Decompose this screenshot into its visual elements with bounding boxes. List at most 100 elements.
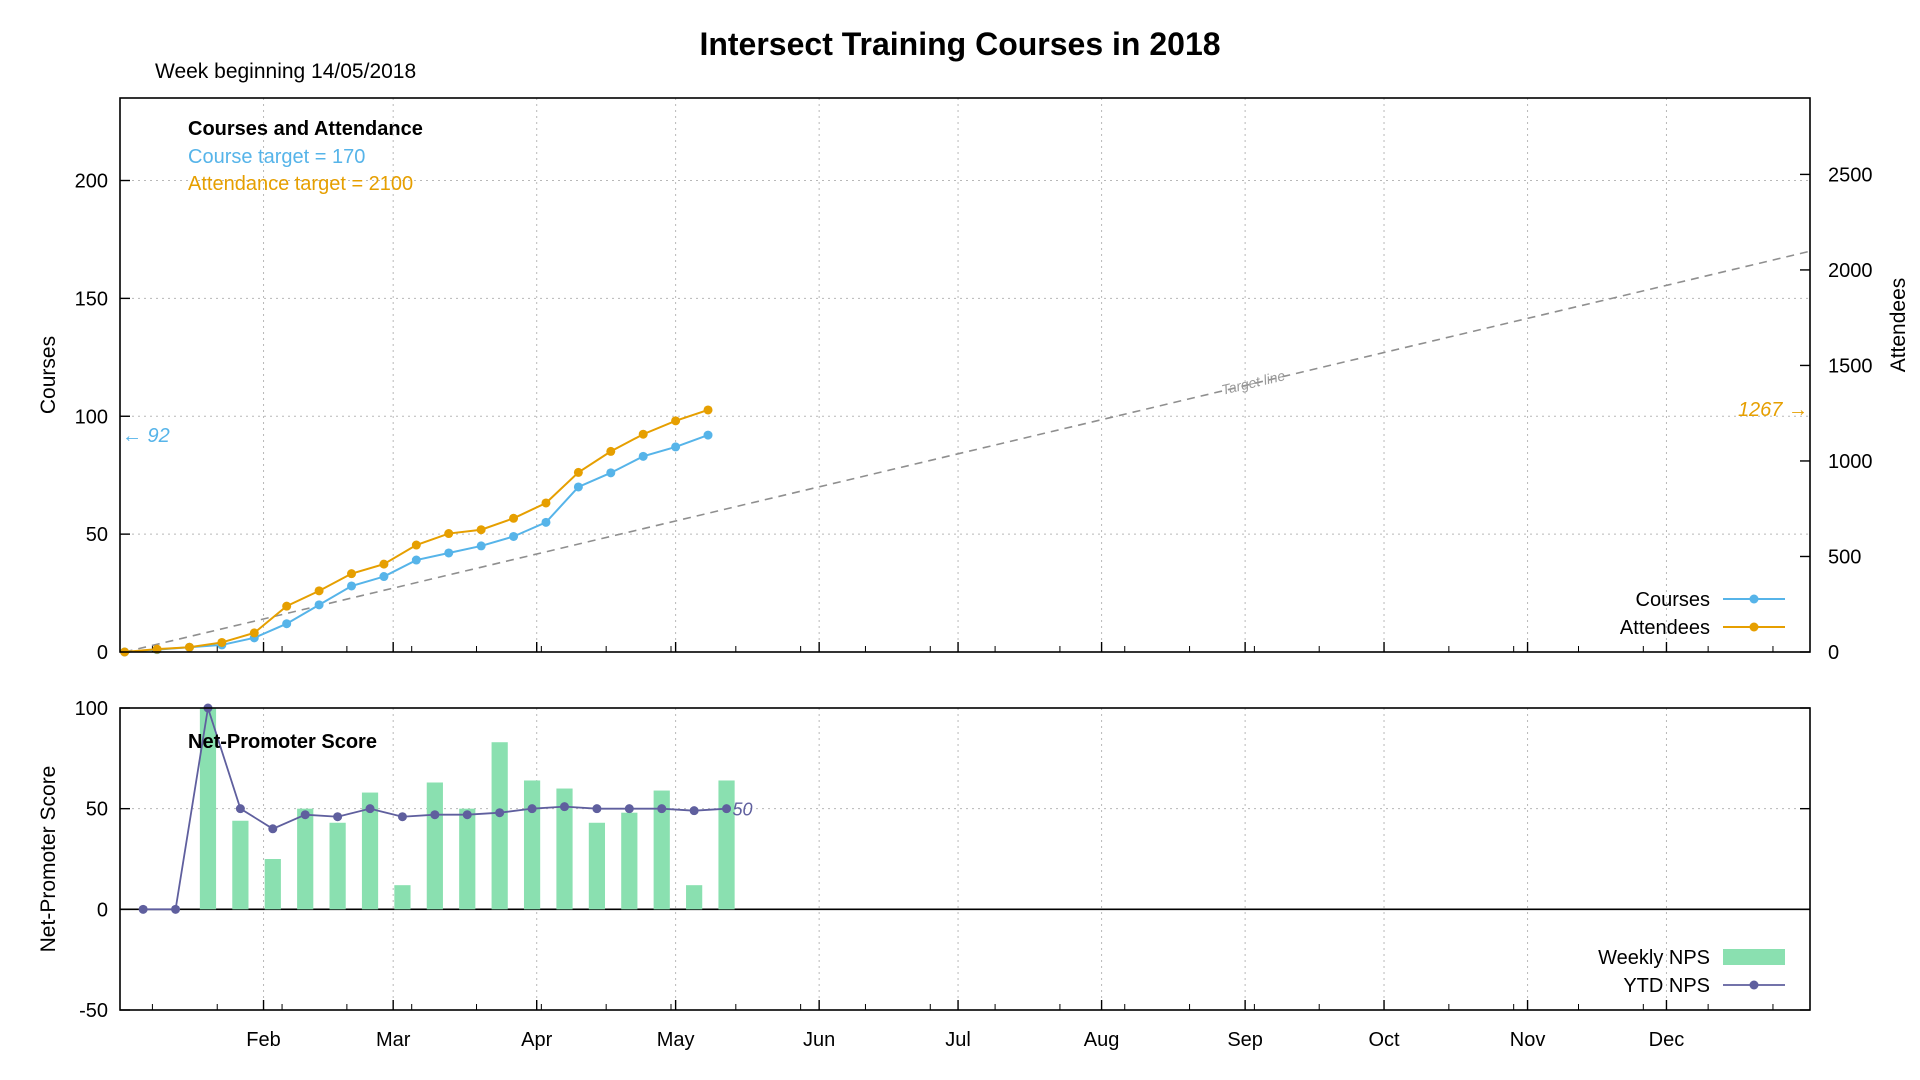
weekly-nps-bar <box>556 788 573 910</box>
weekly-nps-bar <box>653 790 670 910</box>
right-ytick-label: 500 <box>1828 546 1861 568</box>
point-courses <box>411 555 421 565</box>
ytd-nps-point <box>235 804 245 814</box>
target-line <box>124 250 1811 653</box>
point-attendees <box>703 405 713 415</box>
weekly-nps-bar <box>459 808 476 910</box>
month-label: Dec <box>1649 1029 1685 1051</box>
chart-title: Intersect Training Courses in 2018 <box>699 26 1220 62</box>
bottom-plot-frame <box>119 707 1811 1011</box>
point-attendees <box>347 569 357 579</box>
point-courses <box>347 581 357 591</box>
point-attendees <box>476 525 486 535</box>
point-courses <box>671 442 681 452</box>
month-label: Feb <box>246 1029 280 1051</box>
courses-end-annotation: ← 92 <box>122 425 170 447</box>
left-axis-label: Courses <box>37 336 60 414</box>
target-line-label: Target line <box>1220 367 1287 398</box>
top-plot-frame <box>119 97 1811 653</box>
month-label: Nov <box>1510 1029 1546 1051</box>
point-attendees <box>444 529 454 539</box>
weekly-nps-bar <box>426 782 443 910</box>
right-ytick-label: 0 <box>1828 642 1839 664</box>
legend-label-weekly-nps: Weekly NPS <box>1598 947 1710 969</box>
nps-ytick-label: 0 <box>97 899 108 921</box>
right-axis-label: Attendees <box>1887 278 1910 373</box>
month-label: Jun <box>803 1029 835 1051</box>
attendance-target-note: Attendance target = 2100 <box>188 173 413 195</box>
nps-panel-heading: Net-Promoter Score <box>188 731 377 753</box>
ytd-nps-point <box>268 824 278 834</box>
point-courses <box>476 541 486 551</box>
weekly-nps-bar <box>491 742 508 910</box>
weekly-nps-bar <box>297 808 314 910</box>
ytd-nps-point <box>657 804 667 814</box>
right-ytick-label: 1500 <box>1828 355 1873 377</box>
weekly-nps-bar <box>199 708 217 910</box>
ytd-nps-annotation: 50 <box>733 800 753 820</box>
point-attendees <box>184 642 194 652</box>
point-attendees <box>573 467 583 477</box>
point-courses <box>444 548 454 558</box>
ytd-nps-point <box>495 808 505 818</box>
series-line-attendees <box>124 409 709 653</box>
left-ytick-label: 150 <box>75 288 108 310</box>
month-label: Apr <box>521 1029 552 1051</box>
month-label: Sep <box>1227 1029 1263 1051</box>
right-ytick-label: 2000 <box>1828 260 1873 282</box>
ytd-nps-point <box>333 812 343 822</box>
nps-panel: -50 0 50 100 50 Feb Mar Apr May Jun Jul Aug Sep Oct No… <box>37 698 1811 1051</box>
point-courses <box>509 531 519 541</box>
month-label: Mar <box>376 1029 411 1051</box>
nps-ytick-label: -50 <box>79 1000 108 1022</box>
legend-marker-courses <box>1749 594 1759 604</box>
left-ytick-label: 100 <box>75 406 108 428</box>
chart-subtitle: Week beginning 14/05/2018 <box>155 60 416 83</box>
ytd-nps-point <box>624 804 634 814</box>
nps-ytick-label: 50 <box>86 799 108 821</box>
legend-swatch-weekly-nps <box>1723 949 1785 965</box>
point-attendees <box>282 601 292 611</box>
weekly-nps-bar <box>329 822 346 910</box>
point-courses <box>606 468 616 478</box>
weekly-nps-bar <box>686 885 703 910</box>
ytd-nps-point <box>722 804 732 814</box>
weekly-nps-bar <box>588 822 606 910</box>
weekly-nps-bar <box>264 859 281 910</box>
right-ytick-label: 1000 <box>1828 451 1873 473</box>
weekly-nps-bar <box>361 792 379 910</box>
legend-marker-attendees <box>1749 622 1759 632</box>
point-attendees <box>217 637 227 647</box>
point-attendees <box>509 513 519 523</box>
ytd-nps-point <box>462 810 472 820</box>
point-courses <box>379 572 389 582</box>
ytd-nps-point <box>689 806 699 816</box>
ytd-nps-point <box>365 804 375 814</box>
point-attendees <box>638 429 648 439</box>
weekly-nps-bar <box>523 780 541 910</box>
point-courses <box>703 430 713 440</box>
month-label: Jul <box>945 1029 971 1051</box>
left-ytick-label: 0 <box>97 642 108 664</box>
legend-marker-ytd-nps <box>1749 980 1759 990</box>
ytd-nps-point <box>397 812 407 822</box>
point-attendees <box>249 628 259 638</box>
weekly-nps-bar <box>621 812 638 910</box>
left-ytick-label: 200 <box>75 171 108 193</box>
ytd-nps-point <box>300 810 310 820</box>
weekly-nps-bar <box>718 780 735 910</box>
legend-label-attendees: Attendees <box>1620 617 1710 639</box>
attendees-end-annotation: 1267 → <box>1738 399 1808 421</box>
ytd-nps-point <box>527 804 537 814</box>
right-ytick-label: 2500 <box>1828 164 1873 186</box>
point-attendees <box>671 416 681 426</box>
point-courses <box>638 451 648 461</box>
point-courses <box>541 517 551 527</box>
legend-label-ytd-nps: YTD NPS <box>1623 975 1710 997</box>
point-courses <box>573 482 583 492</box>
weekly-nps-bar <box>394 885 411 910</box>
point-attendees <box>541 498 551 508</box>
ytd-nps-point <box>138 904 148 914</box>
